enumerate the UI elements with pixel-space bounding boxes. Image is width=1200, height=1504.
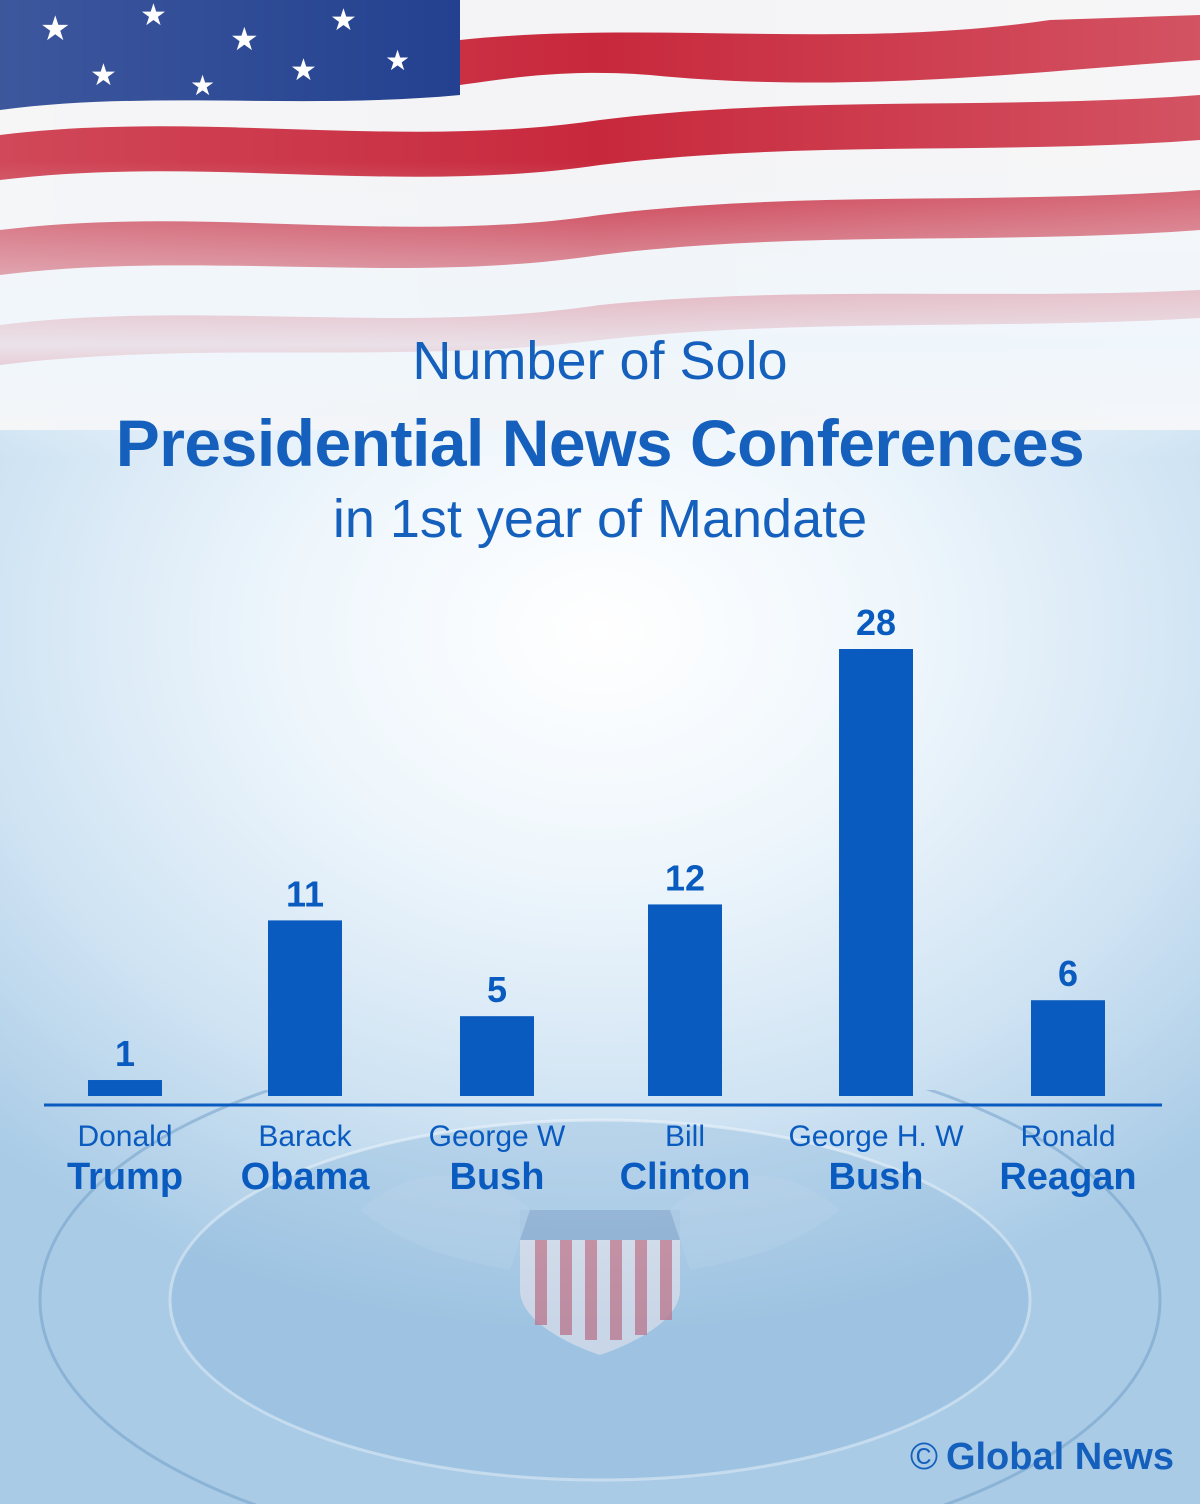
- bar-2: [460, 1016, 534, 1096]
- data-label-3: 12: [665, 857, 705, 898]
- chart-title-line-2: Presidential News Conferences: [115, 406, 1085, 480]
- category-first-name-1: Barack: [258, 1120, 352, 1153]
- data-label-2: 5: [487, 969, 507, 1010]
- bar-5: [1031, 1000, 1105, 1096]
- data-label-1: 11: [286, 873, 324, 914]
- category-first-name-0: Donald: [77, 1120, 172, 1153]
- presidential-seal-image: [38, 1090, 1162, 1504]
- copyright-icon: ©: [909, 1436, 938, 1478]
- category-last-name-1: Obama: [241, 1156, 371, 1198]
- category-last-name-3: Clinton: [620, 1156, 751, 1198]
- bar-3: [648, 904, 722, 1096]
- category-last-name-2: Bush: [450, 1156, 545, 1198]
- category-last-name-5: Reagan: [999, 1156, 1136, 1198]
- flag-fade-overlay: [0, 0, 1200, 460]
- category-last-name-0: Trump: [67, 1156, 183, 1198]
- chart-title-line-1: Number of Solo: [412, 331, 788, 391]
- chart-title-line-3: in 1st year of Mandate: [332, 489, 868, 549]
- bar-0: [88, 1080, 162, 1096]
- category-last-name-4: Bush: [829, 1156, 924, 1198]
- data-label-4: 28: [856, 602, 896, 643]
- data-label-0: 1: [115, 1033, 135, 1074]
- credit-text: Global News: [945, 1436, 1174, 1478]
- category-first-name-3: Bill: [665, 1120, 705, 1153]
- data-label-5: 6: [1058, 953, 1078, 994]
- category-first-name-4: George H. W: [788, 1120, 964, 1153]
- bar-1: [268, 920, 342, 1096]
- credit: © Global News: [910, 1436, 1174, 1479]
- category-first-name-2: George W: [429, 1120, 566, 1153]
- bar-4: [839, 649, 913, 1096]
- category-first-name-5: Ronald: [1020, 1120, 1115, 1153]
